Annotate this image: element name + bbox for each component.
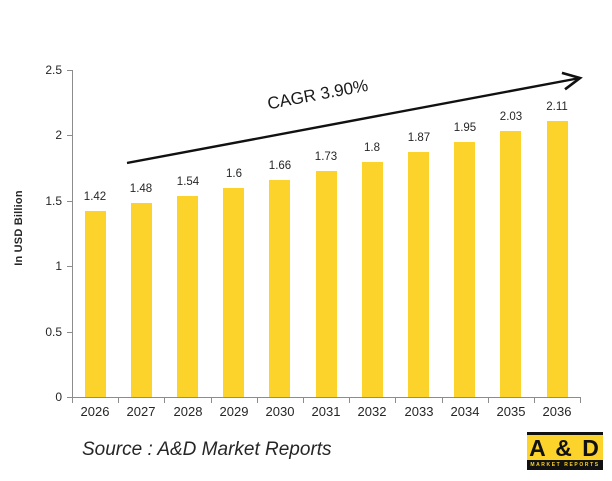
bar-value-label: 2.11 (546, 101, 568, 113)
x-tick-label: 2032 (357, 404, 387, 419)
bar (454, 142, 475, 397)
x-tick-label: 2028 (173, 404, 203, 419)
bar-value-label: 1.95 (453, 122, 477, 134)
source-caption: Source : A&D Market Reports (82, 439, 332, 460)
x-tick-label: 2030 (265, 404, 295, 419)
y-tick-mark (67, 332, 72, 333)
x-axis-line (72, 397, 581, 398)
bar-value-label: 1.54 (176, 176, 200, 188)
bar (85, 211, 106, 397)
x-tick-mark (488, 398, 489, 403)
x-tick-mark (257, 398, 258, 403)
x-tick-label: 2034 (450, 404, 480, 419)
x-tick-mark (72, 398, 73, 403)
x-tick-mark (118, 398, 119, 403)
y-tick-label: 2.5 (45, 63, 62, 77)
logo-title: A & D (527, 435, 603, 460)
bar (269, 180, 290, 397)
y-tick-label: 1.5 (45, 194, 62, 208)
x-tick-mark (442, 398, 443, 403)
x-tick-mark (349, 398, 350, 403)
logo-top-strip (527, 432, 603, 435)
x-tick-label: 2031 (311, 404, 341, 419)
bar (177, 196, 198, 397)
x-tick-mark (211, 398, 212, 403)
bar-value-label: 1.87 (407, 132, 431, 144)
x-tick-mark (534, 398, 535, 403)
cagr-annotation: CAGR 3.90% (265, 75, 370, 114)
bar (547, 121, 568, 397)
y-tick-label: 1 (55, 259, 62, 273)
y-tick-mark (67, 135, 72, 136)
x-tick-label: 2026 (80, 404, 110, 419)
x-tick-label: 2035 (496, 404, 526, 419)
x-tick-mark (395, 398, 396, 403)
x-tick-label: 2029 (219, 404, 249, 419)
y-tick-mark (67, 397, 72, 398)
bar-value-label: 1.66 (268, 160, 292, 172)
y-tick-label: 2 (55, 128, 62, 142)
x-tick-mark (164, 398, 165, 403)
brand-logo: A & D MARKET REPORTS (527, 432, 603, 470)
x-tick-mark (303, 398, 304, 403)
y-tick-mark (67, 70, 72, 71)
x-tick-label: 2027 (126, 404, 156, 419)
y-tick-mark (67, 201, 72, 202)
bar-value-label: 1.48 (129, 183, 153, 195)
bar (362, 162, 383, 397)
bar-value-label: 2.03 (499, 111, 523, 123)
bar (316, 171, 337, 397)
y-tick-label: 0 (55, 390, 62, 404)
bar-value-label: 1.6 (226, 168, 242, 180)
y-tick-label: 0.5 (45, 325, 62, 339)
bar-value-label: 1.42 (83, 191, 107, 203)
bar-value-label: 1.73 (314, 151, 338, 163)
logo-subtitle: MARKET REPORTS (527, 460, 603, 470)
bar-value-label: 1.8 (364, 142, 380, 154)
y-tick-mark (67, 266, 72, 267)
x-tick-mark (580, 398, 581, 403)
y-axis-line (72, 70, 73, 397)
bar (131, 203, 152, 397)
bar (408, 152, 429, 397)
x-tick-label: 2033 (404, 404, 434, 419)
bar (223, 188, 244, 397)
x-tick-label: 2036 (542, 404, 572, 419)
bar (500, 131, 521, 397)
